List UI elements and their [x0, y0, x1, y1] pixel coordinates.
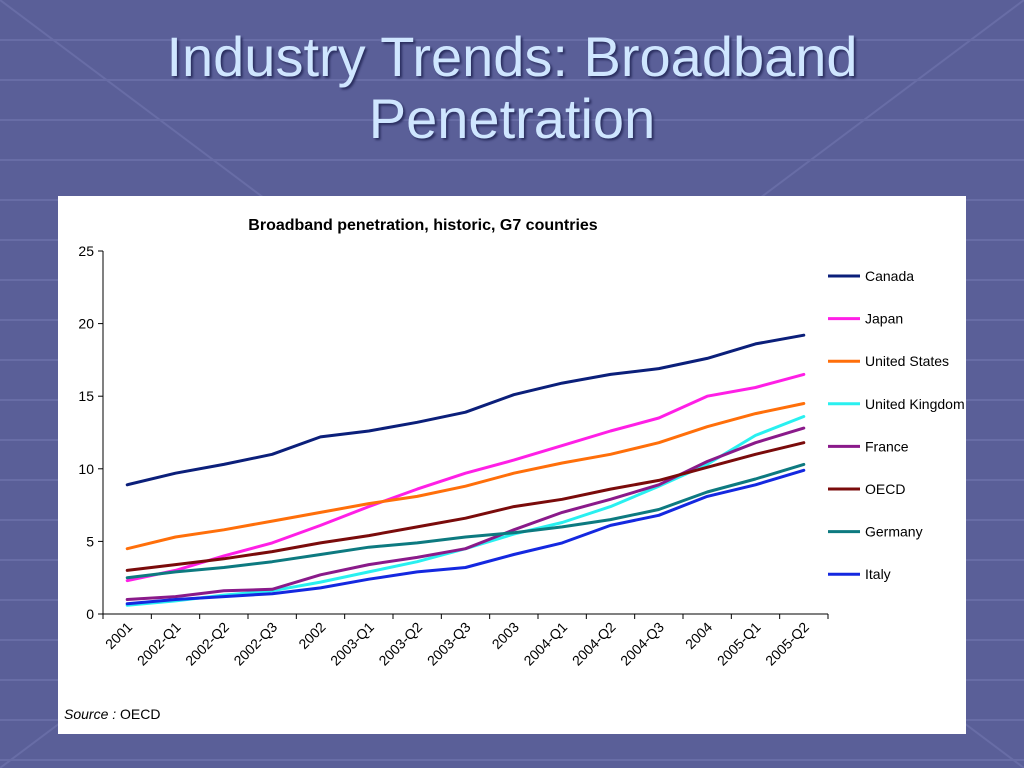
legend-label-japan: Japan	[865, 311, 903, 327]
source-label: Source :	[64, 706, 117, 722]
series-line-oecd	[125, 441, 806, 572]
x-tick-label: 2002-Q3	[230, 619, 280, 669]
chart-legend: Canada Japan United States United Kingdom Fr…	[828, 268, 965, 582]
x-tick-label: 2003	[489, 619, 522, 652]
slide-title-line-2: Penetration	[368, 87, 656, 150]
series-line-france	[125, 426, 806, 601]
y-tick-label: 0	[86, 606, 94, 622]
x-tick-label: 2004-Q3	[617, 619, 667, 669]
legend-label-italy: Italy	[865, 566, 891, 582]
x-tick-label: 2003-Q2	[375, 619, 425, 669]
x-tick-label: 2004-Q1	[520, 619, 570, 669]
x-tick-label: 2001	[102, 619, 135, 652]
series-line-italy	[125, 468, 806, 606]
slide-title-line-1: Industry Trends: Broadband	[166, 25, 858, 88]
legend-label-france: France	[865, 438, 909, 454]
chart-panel: Broadband penetration, historic, G7 coun…	[58, 196, 966, 734]
series-line-canada	[125, 333, 806, 487]
slide-title: Industry Trends: Broadband Penetration	[0, 26, 1024, 150]
legend-label-united-states: United States	[865, 353, 949, 369]
chart-title: Broadband penetration, historic, G7 coun…	[248, 217, 597, 234]
series-line-united-kingdom	[125, 415, 806, 607]
x-tick-label: 2002	[295, 619, 328, 652]
x-tick-label: 2003-Q1	[327, 619, 377, 669]
y-tick-label: 10	[78, 461, 94, 477]
y-tick-label: 5	[86, 533, 94, 549]
x-tick-label: 2002-Q2	[182, 619, 232, 669]
x-tick-label: 2003-Q3	[424, 619, 474, 669]
series-line-japan	[125, 372, 806, 583]
y-tick-label: 25	[78, 243, 94, 259]
source-value: OECD	[120, 706, 161, 722]
x-tick-label: 2005-Q1	[714, 619, 764, 669]
x-tick-label: 2002-Q1	[134, 619, 184, 669]
x-tick-label: 2004-Q2	[569, 619, 619, 669]
legend-label-united-kingdom: United Kingdom	[865, 396, 965, 412]
x-tick-label: 2004	[682, 619, 715, 652]
chart-series-lines	[125, 333, 806, 607]
series-line-germany	[125, 462, 806, 580]
y-tick-label: 15	[78, 388, 94, 404]
line-chart: Broadband penetration, historic, G7 coun…	[78, 217, 965, 669]
legend-label-germany: Germany	[865, 524, 923, 540]
source-note: Source : OECD	[64, 706, 160, 722]
y-tick-label: 20	[78, 316, 94, 332]
legend-label-oecd: OECD	[865, 481, 905, 497]
x-tick-label: 2005-Q2	[762, 619, 812, 669]
series-line-united-states	[125, 402, 806, 551]
legend-label-canada: Canada	[865, 268, 914, 284]
